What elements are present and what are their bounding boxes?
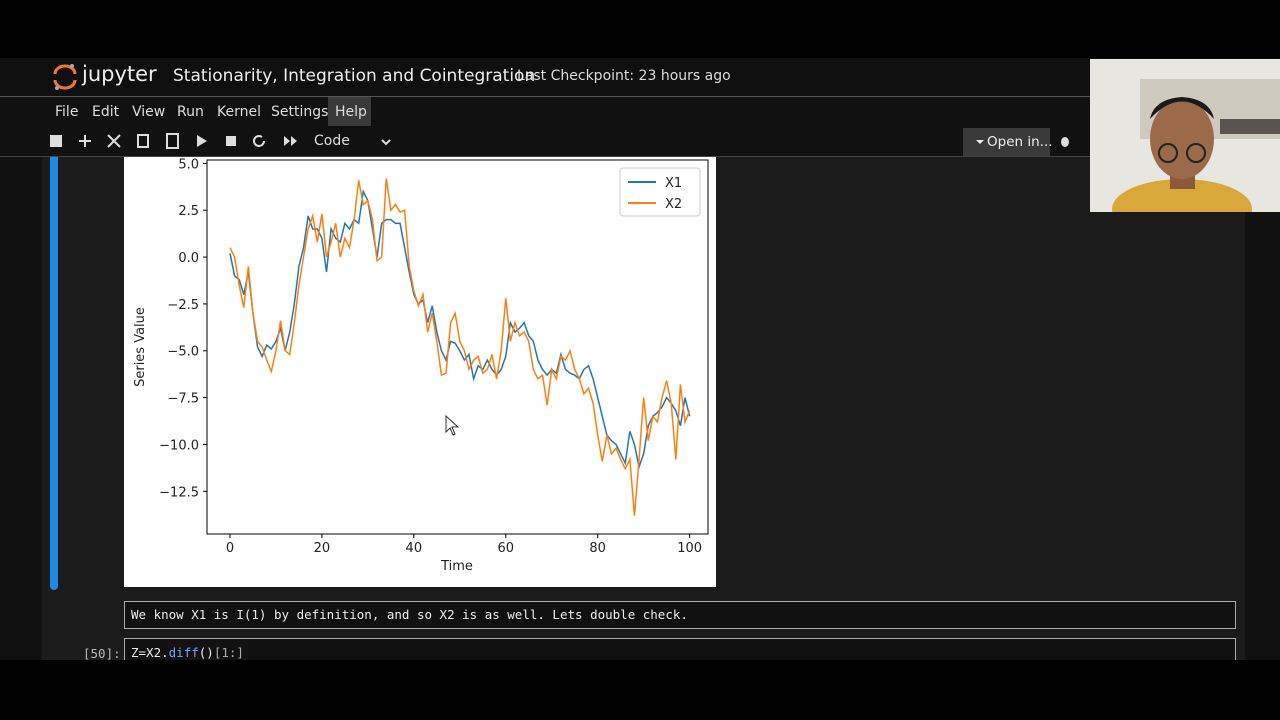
save-icon[interactable] [50,135,62,147]
logo-text: jupyter [82,62,157,86]
bottom-bar [0,660,1280,720]
open-in-button-bg [963,128,1050,156]
legend-box [619,167,701,217]
mouse-cursor [445,415,459,436]
checkpoint: Last Checkpoint: 23 hours ago [517,68,731,84]
logo-icon [53,64,77,90]
header-bar [0,58,1280,97]
menu-highlight [328,97,371,126]
copy-icon[interactable] [137,134,149,148]
active-cell-bar [50,157,58,590]
legend-label: X1 [665,176,682,191]
dropdown-arrow [381,139,391,146]
menu-bar [0,97,1280,126]
menu-item[interactable]: View [132,104,166,120]
y-tick-label: 0.0 [178,251,199,266]
menu-item[interactable]: Run [177,104,204,120]
chart: Time Series Value 0 20 40 60 80 100 5.0 2.5 0.0 −… [124,157,716,587]
code-token: [1:] [213,645,244,660]
y-tick-label: 2.5 [178,204,199,219]
fast-forward-icon[interactable] [284,136,297,146]
x-tick-label: 40 [406,541,423,556]
add-icon[interactable] [79,135,91,147]
x-tick-label: 0 [226,541,234,556]
code-token: diff [168,645,199,660]
y-axis-label: Series Value [133,307,148,387]
debug-icon[interactable] [1058,134,1072,148]
y-tick-label: −10.0 [159,438,199,453]
cell-type-select[interactable]: Code [314,133,350,149]
x-tick-label: 20 [314,541,331,556]
x-tick-label: 60 [497,541,514,556]
notebook-title[interactable]: Stationarity, Integration and Cointegrat… [173,66,536,86]
legend-label: X2 [665,197,682,212]
code-token: () [198,645,214,660]
x-axis-label: Time [440,559,473,574]
menu-item[interactable]: Help [335,104,367,120]
menu-item[interactable]: Kernel [217,104,261,120]
x-tick-label: 100 [677,541,702,556]
y-tick-label: −2.5 [167,298,199,313]
code-line: Z=X2.diff()[1:] [131,645,244,660]
restart-icon[interactable] [253,135,265,147]
paste-icon[interactable] [166,133,179,149]
y-tick-label: −5.0 [167,345,199,360]
y-tick-label: −12.5 [159,485,199,500]
run-icon[interactable] [197,135,207,147]
menu-item[interactable]: Settings [271,104,329,120]
cut-icon[interactable] [107,134,121,148]
plot-frame [206,159,709,535]
series-line [229,188,691,470]
cell-prompt: [50]: [83,646,121,661]
toolbar-icons [50,133,297,149]
webcam-overlay [1090,59,1280,212]
markdown-text: We know X1 is I(1) by definition, and so… [131,607,688,622]
y-tick-label: −7.5 [167,392,199,407]
open-in-button[interactable]: Open in... [987,134,1053,150]
code-token: Z=X2. [131,645,169,660]
stop-icon[interactable] [226,136,236,146]
series-line [229,178,691,516]
y-tick-label: 5.0 [178,157,199,172]
x-tick-label: 80 [589,541,606,556]
caret [976,140,984,144]
markdown-cell[interactable] [124,601,1236,629]
menu-item[interactable]: File [55,104,79,120]
menu-item[interactable]: Edit [92,104,120,120]
